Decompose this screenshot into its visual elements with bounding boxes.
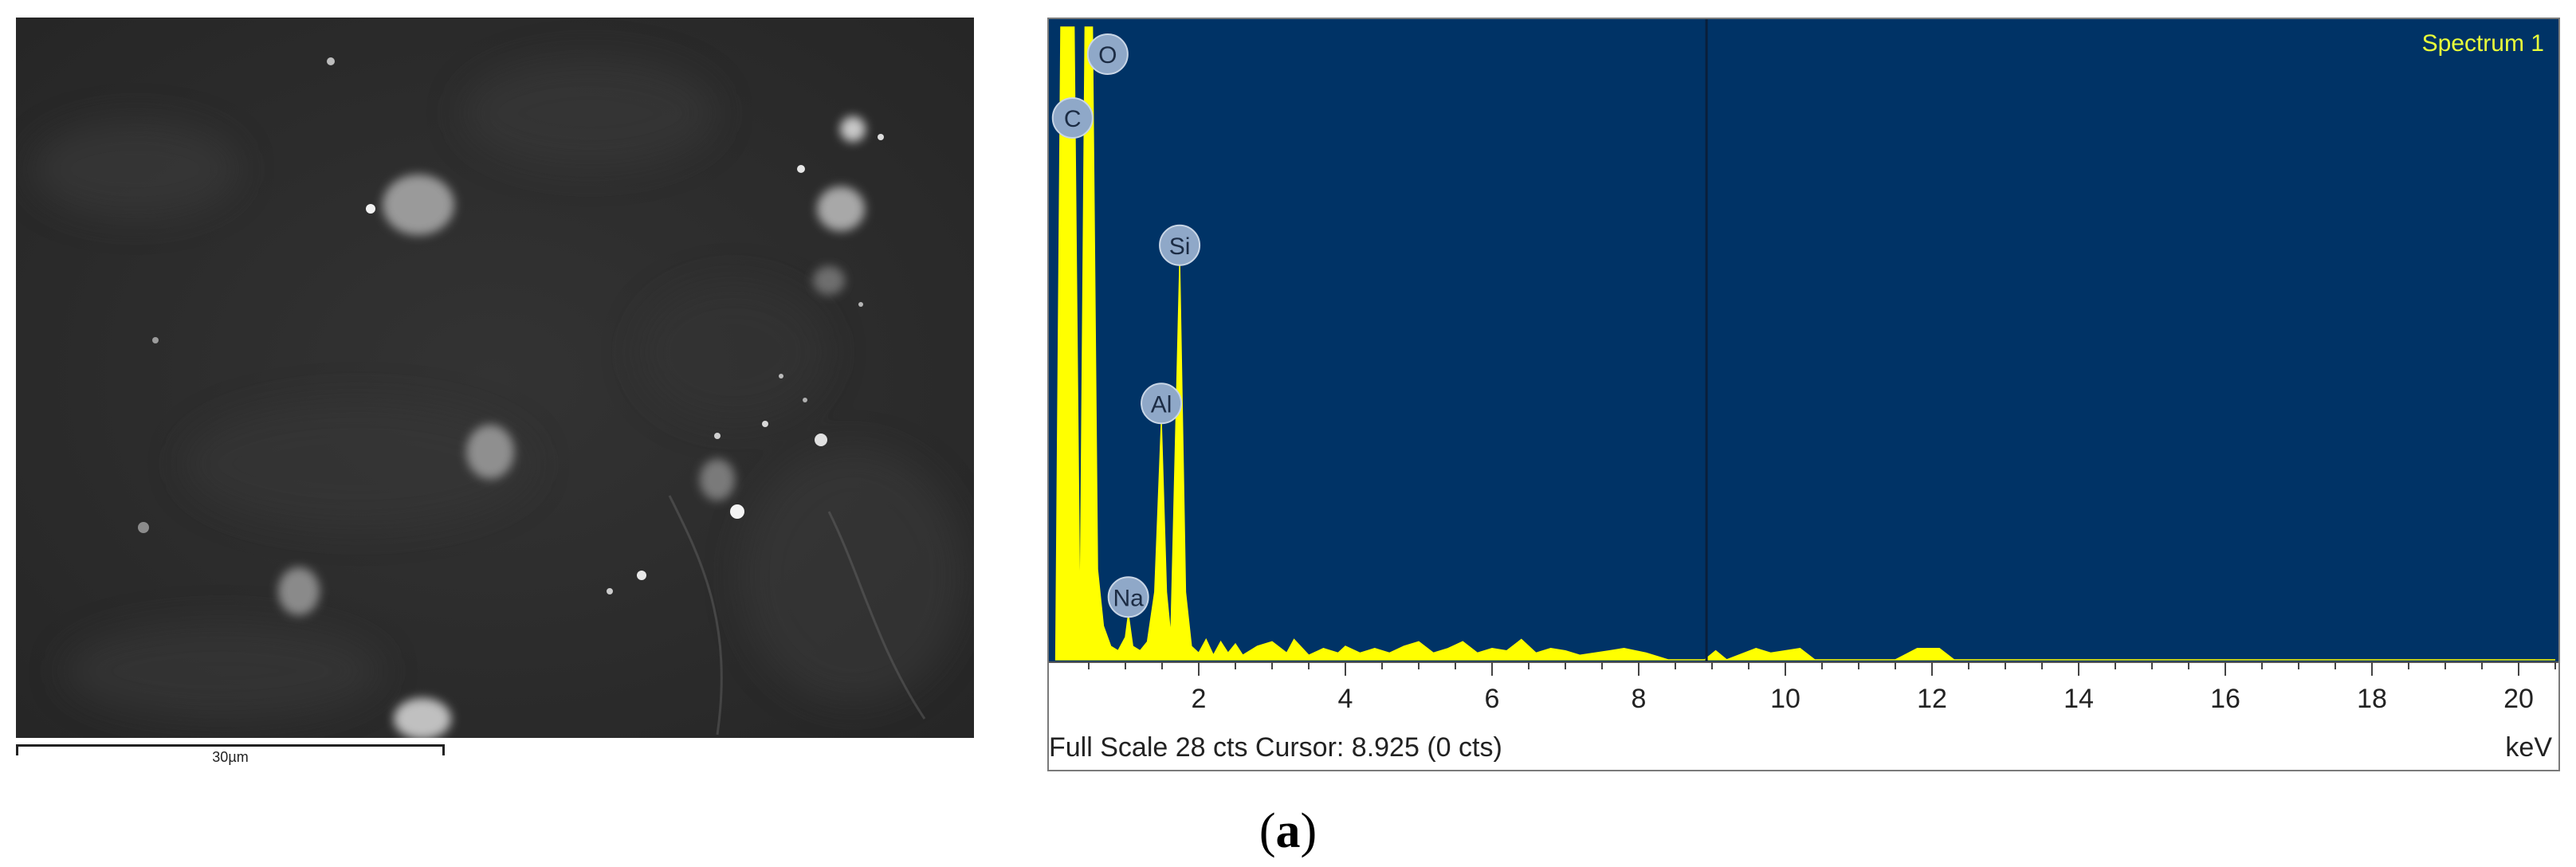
x-tick-label: 4 — [1338, 684, 1353, 714]
scale-bar-line — [16, 744, 445, 747]
caption-close-paren: ) — [1300, 804, 1317, 858]
x-tick-label: 10 — [1770, 684, 1800, 714]
x-tick-label: 18 — [2357, 684, 2387, 714]
spectrum-plot: C O Na Al Si — [1049, 19, 2558, 661]
x-tick-label: 14 — [2064, 684, 2094, 714]
caption-letter: a — [1275, 804, 1301, 858]
eds-spectrum-panel: C O Na Al Si Spectrum 1 2 4 6 8 10 12 14 16 18 20 Ful… — [1047, 18, 2560, 771]
full-scale-cursor-readout: Full Scale 28 cts Cursor: 8.925 (0 cts) — [1049, 732, 1502, 763]
sem-micrograph — [16, 18, 974, 738]
peak-label-bubble — [1107, 576, 1149, 618]
x-tick-label: 12 — [1917, 684, 1947, 714]
peak-label-text: Na — [1113, 585, 1145, 611]
x-tick-label: 8 — [1632, 684, 1647, 714]
peak-label-text: C — [1064, 106, 1082, 132]
spectrum-trace — [1054, 26, 2555, 661]
spectrum-name: Spectrum 1 — [2421, 30, 2544, 57]
axis-unit-label: keV — [2505, 732, 2552, 763]
peak-label-o: O — [1086, 33, 1129, 75]
caption-open-paren: ( — [1259, 804, 1276, 858]
scale-bar-tick-right — [442, 744, 445, 755]
peak-label-text: O — [1098, 42, 1117, 69]
sem-image — [16, 18, 974, 738]
scale-bar-tick-left — [16, 744, 18, 755]
scale-bar-label: 30µm — [212, 749, 249, 765]
peak-label-bubble — [1086, 33, 1129, 75]
x-tick-label: 20 — [2503, 684, 2534, 714]
peak-label-si: Si — [1159, 224, 1201, 266]
x-tick-label: 6 — [1485, 684, 1500, 714]
peak-label-al: Al — [1141, 382, 1183, 425]
figure-caption: (a) — [0, 803, 2576, 860]
spectrum-axis: 2 4 6 8 10 12 14 16 18 20 — [1049, 661, 2558, 714]
x-tick-label: 2 — [1192, 684, 1207, 714]
peak-label-na: Na — [1107, 576, 1149, 618]
peak-label-bubble — [1159, 224, 1201, 266]
peak-label-text: Al — [1151, 391, 1172, 418]
peak-label-bubble — [1051, 97, 1094, 139]
x-tick-label: 16 — [2210, 684, 2240, 714]
peak-label-c: C — [1051, 97, 1094, 139]
plot-background — [1049, 19, 2558, 661]
scale-bar: 30µm — [16, 741, 446, 765]
peak-label-bubble — [1141, 382, 1183, 425]
peak-label-text: Si — [1169, 233, 1191, 260]
